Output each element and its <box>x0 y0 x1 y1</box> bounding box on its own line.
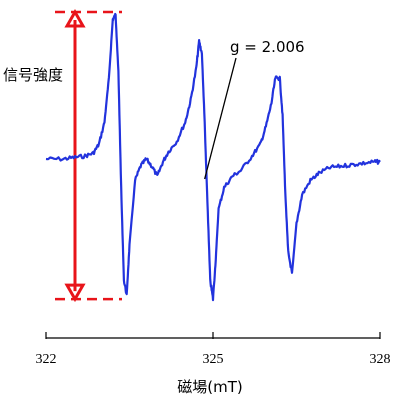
annotation-leader-line <box>204 57 237 180</box>
x-tick-label: 322 <box>36 352 57 367</box>
y-axis-label: 信号強度 <box>3 66 63 84</box>
series-line-0 <box>45 12 381 302</box>
x-tick-label: 325 <box>203 352 224 367</box>
arrow-head-top <box>64 8 86 28</box>
x-axis-label: 磁場(mT) <box>177 378 242 396</box>
series-group <box>45 12 381 302</box>
arrow-head-bottom <box>64 283 86 303</box>
annotation-text: g = 2.006 <box>230 38 305 56</box>
g-value-annotation: g = 2.006 <box>204 38 305 180</box>
x-axis-ticks: 322 325 328 <box>36 332 391 367</box>
x-tick-label: 328 <box>370 352 391 367</box>
